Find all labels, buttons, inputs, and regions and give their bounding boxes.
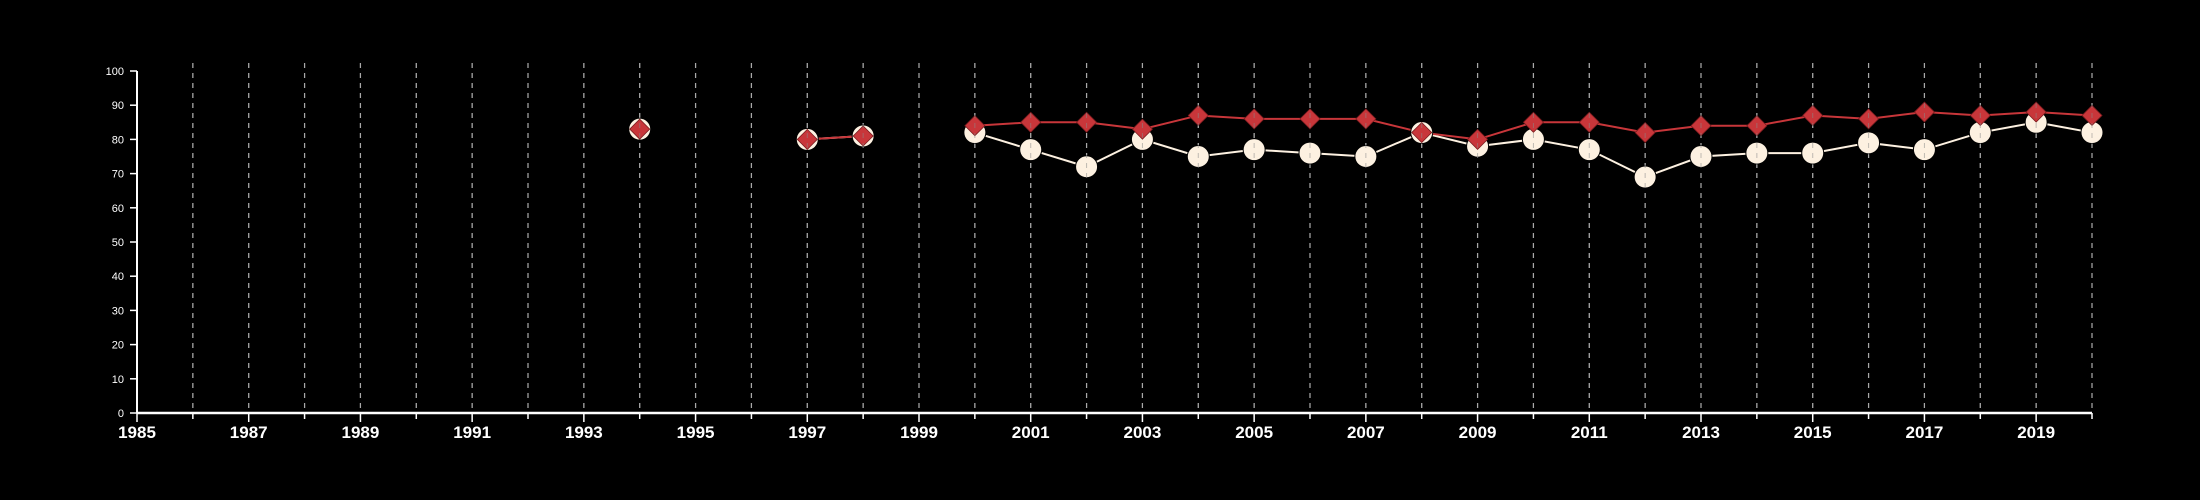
y-tick-label-70: 70 bbox=[112, 169, 124, 181]
y-tick-label-90: 90 bbox=[112, 100, 124, 112]
y-tick-label-100: 100 bbox=[106, 66, 124, 78]
x-tick-label-2015: 2015 bbox=[1794, 423, 1832, 442]
circle-point-2001 bbox=[1019, 138, 1043, 162]
series-layer bbox=[628, 101, 2104, 189]
grid-overlay bbox=[192, 63, 2093, 413]
x-tick-label-2019: 2019 bbox=[2017, 423, 2055, 442]
x-tick-label-1991: 1991 bbox=[453, 423, 491, 442]
diamond-point-2017 bbox=[1913, 101, 1935, 123]
axis-layer: 0 10 20 30 40 50 60 70 80 90 100 1985 1987 1989 1991 19… bbox=[106, 66, 2093, 442]
diamond-point-2003 bbox=[1131, 118, 1153, 140]
diamond-point-2008 bbox=[1411, 121, 1433, 144]
x-tick-label-1989: 1989 bbox=[342, 423, 380, 442]
y-tick-label-0: 0 bbox=[118, 408, 124, 420]
x-tick-label-2001: 2001 bbox=[1012, 423, 1050, 442]
x-tick-label-1995: 1995 bbox=[677, 423, 715, 442]
y-tick-label-10: 10 bbox=[112, 374, 124, 386]
y-tick-label-30: 30 bbox=[112, 305, 124, 317]
diamond-point-2007 bbox=[1355, 108, 1377, 130]
diamond-point-2010 bbox=[1522, 111, 1544, 133]
diamond-point-2016 bbox=[1858, 108, 1880, 130]
diamond-point-2011 bbox=[1578, 111, 1600, 133]
x-tick-label-1985: 1985 bbox=[118, 423, 156, 442]
x-tick-label-1997: 1997 bbox=[788, 423, 826, 442]
diamond-point-2001 bbox=[1020, 111, 1042, 133]
y-tick-label-50: 50 bbox=[112, 237, 124, 249]
diamond-point-1994 bbox=[629, 118, 651, 140]
x-tick-label-2009: 2009 bbox=[1459, 423, 1497, 442]
circle-point-2011 bbox=[1577, 138, 1601, 162]
diamond-point-2012 bbox=[1634, 121, 1656, 144]
x-tick-label-2013: 2013 bbox=[1682, 423, 1720, 442]
x-tick-label-1993: 1993 bbox=[565, 423, 603, 442]
x-tick-label-2005: 2005 bbox=[1235, 423, 1273, 442]
diamond-point-1997 bbox=[796, 128, 818, 150]
x-tick-label-2007: 2007 bbox=[1347, 423, 1385, 442]
x-tick-label-2003: 2003 bbox=[1124, 423, 1162, 442]
diamond-point-2005 bbox=[1243, 108, 1265, 130]
y-tick-label-80: 80 bbox=[112, 134, 124, 146]
diamond-point-2019 bbox=[2025, 101, 2047, 123]
x-tick-label-2017: 2017 bbox=[1906, 423, 1944, 442]
x-tick-label-2011: 2011 bbox=[1571, 423, 1608, 442]
diamond-point-2006 bbox=[1299, 108, 1321, 130]
diamond-point-2009 bbox=[1467, 128, 1489, 150]
y-tick-label-60: 60 bbox=[112, 203, 124, 215]
y-tick-label-40: 40 bbox=[112, 271, 124, 283]
y-tick-label-20: 20 bbox=[112, 340, 124, 352]
circle-point-2005 bbox=[1242, 138, 1266, 162]
x-tick-label-1999: 1999 bbox=[900, 423, 938, 442]
circle-point-2017 bbox=[1912, 138, 1936, 162]
diamond-point-2002 bbox=[1076, 111, 1098, 133]
x-tick-label-1987: 1987 bbox=[230, 423, 268, 442]
